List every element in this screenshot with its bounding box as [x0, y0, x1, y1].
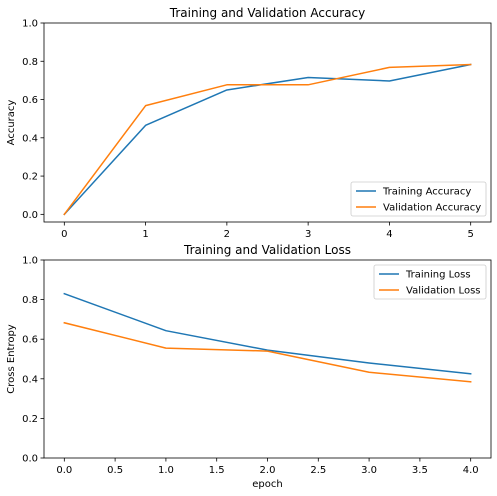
- legend: Training Loss Validation Loss: [373, 264, 487, 300]
- x-tick-label: 4.0: [463, 465, 479, 476]
- y-tick-label: 0.4: [22, 374, 38, 385]
- legend-entry-label: Validation Accuracy: [383, 203, 481, 214]
- series-line-validation-loss: [63, 321, 472, 383]
- loss-chart: 0.0 0.5 1.0 1.5 2.0 2.5 3.0 3.5 4.0 0.0 0.2 0.4 0.6 0…: [6, 243, 492, 490]
- y-tick-label: 0.0: [22, 454, 38, 465]
- y-tick-label: 1.0: [22, 256, 38, 267]
- legend-entry-label: Training Accuracy: [382, 187, 471, 198]
- y-axis-label: Cross Entropy: [6, 324, 17, 394]
- x-tick-label: 1: [142, 229, 148, 240]
- y-tick-label: 0.2: [22, 172, 38, 183]
- y-tick-label: 0.8: [22, 57, 38, 68]
- y-tick-label: 0.6: [22, 95, 38, 106]
- plot-frame: [43, 22, 492, 223]
- accuracy-chart: 0 1 2 3 4 5 0.0 0.2 0.4 0.6 0.8 1.0 Training and Val…: [6, 6, 492, 240]
- legend: Training Accuracy Validation Accuracy: [350, 181, 487, 217]
- x-tick-label: 0: [61, 229, 67, 240]
- y-tick-label: 1.0: [22, 19, 38, 30]
- series-line-training-accuracy: [63, 63, 472, 216]
- series-line-training-loss: [63, 292, 472, 375]
- y-tick-label: 0.6: [22, 335, 38, 346]
- y-tick-label: 0.4: [22, 133, 38, 144]
- x-axis-label: epoch: [252, 479, 282, 490]
- x-tick-label: 3: [305, 229, 311, 240]
- chart-title: Training and Validation Accuracy: [169, 6, 365, 20]
- legend-entry-label: Validation Loss: [406, 286, 481, 297]
- y-tick-label: 0.8: [22, 295, 38, 306]
- x-tick-label: 2.5: [310, 465, 326, 476]
- x-tick-label: 5: [467, 229, 473, 240]
- x-tick-label: 3.0: [361, 465, 377, 476]
- series-line-validation-accuracy: [63, 63, 472, 216]
- x-tick-label: 2: [224, 229, 230, 240]
- y-tick-label: 0.2: [22, 414, 38, 425]
- x-tick-label: 0.5: [107, 465, 123, 476]
- legend-entry-label: Training Loss: [405, 270, 471, 281]
- x-tick-label: 3.5: [412, 465, 428, 476]
- y-tick-label: 0.0: [22, 210, 38, 221]
- x-tick-label: 1.0: [158, 465, 174, 476]
- x-tick-label: 0.0: [56, 465, 72, 476]
- chart-title: Training and Validation Loss: [183, 243, 351, 257]
- x-tick-label: 4: [386, 229, 392, 240]
- x-tick-label: 2.0: [260, 465, 276, 476]
- legend-box: [350, 181, 487, 217]
- x-tick-label: 1.5: [209, 465, 225, 476]
- y-axis-label: Accuracy: [6, 100, 17, 146]
- legend-box: [373, 264, 487, 300]
